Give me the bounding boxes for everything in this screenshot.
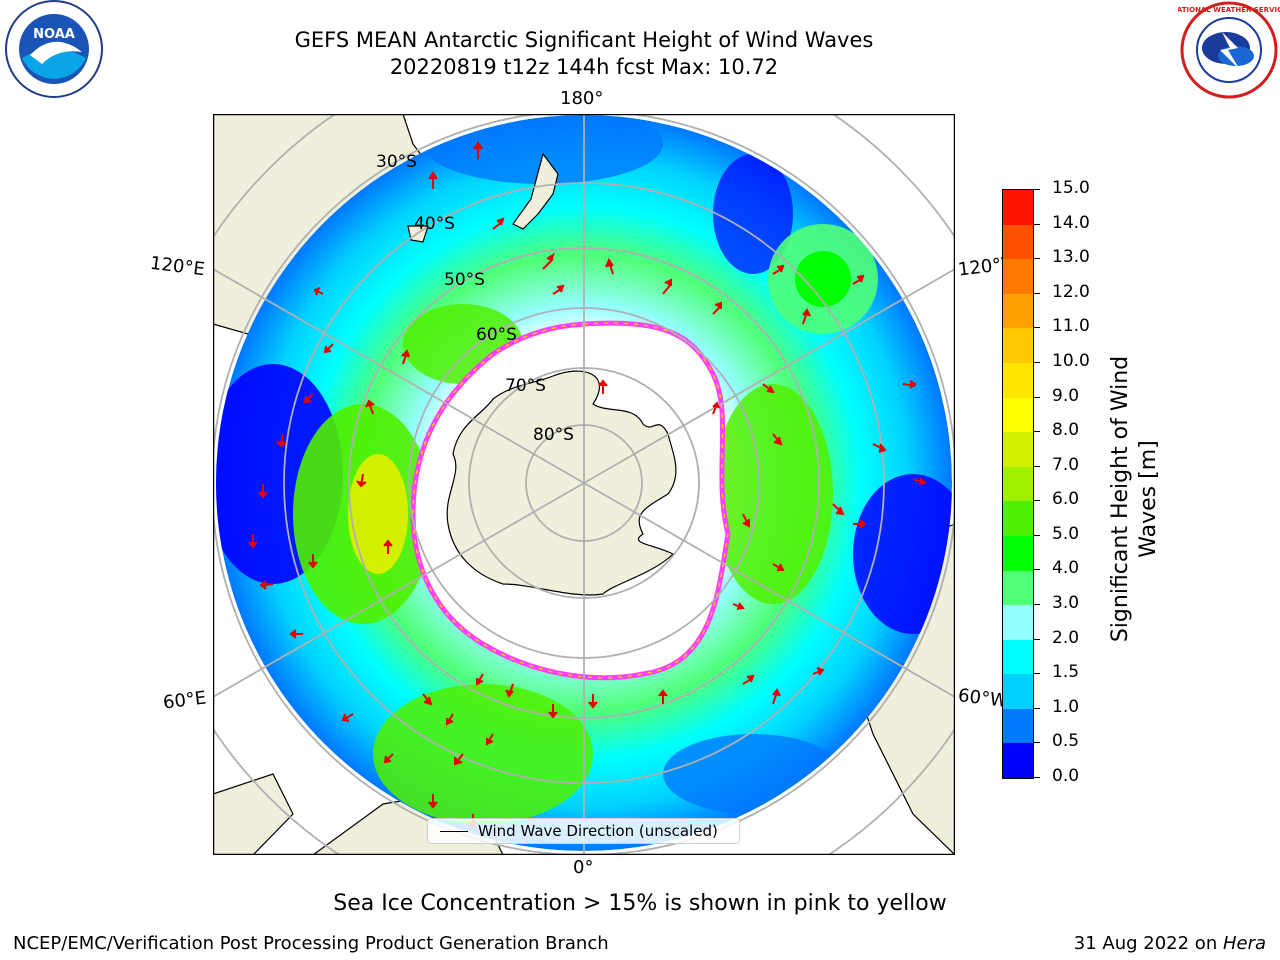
colorbar-tick-label: 12.0 [1052,281,1090,302]
colorbar-tick-label: 14.0 [1052,212,1090,233]
polar-map [213,114,955,855]
colorbar-segment [1003,363,1033,398]
lon-label-120e: 120°E [148,252,206,281]
legend-label: Wind Wave Direction (unscaled) [478,822,718,840]
colorbar-tick-mark [1034,189,1040,190]
colorbar-tick-label: 9.0 [1052,385,1080,406]
graticule [213,114,955,855]
colorbar-tick-label: 8.0 [1052,420,1080,441]
lat-label-30s: 30°S [376,152,417,172]
run-date: 31 Aug 2022 on Hera [1073,933,1266,954]
colorbar-tick-label: 5.0 [1052,523,1080,544]
colorbar-tick-label: 11.0 [1052,316,1090,337]
credit-text: NCEP/EMC/Verification Post Processing Pr… [13,933,609,954]
colorbar-tick-label: 0.5 [1052,731,1080,752]
lat-label-80s: 80°S [533,425,574,445]
colorbar-tick-mark [1034,707,1040,709]
colorbar-segment [1003,639,1033,675]
colorbar-tick-mark [1034,604,1040,606]
colorbar-tick-mark [1034,292,1040,294]
colorbar-segment [1003,708,1033,744]
colorbar-tick-label: 10.0 [1052,350,1090,371]
colorbar-tick-label: 4.0 [1052,558,1080,579]
colorbar-tick-mark [1034,534,1040,536]
colorbar-tick-mark [1034,327,1040,329]
nws-logo-text: NATIONAL WEATHER SERVICE [1178,6,1280,14]
lon-label-60w: 60°W [956,685,1009,712]
colorbar-segment [1003,328,1033,364]
colorbar-segment [1003,501,1033,536]
colorbar-segment [1003,570,1033,606]
colorbar-tick-label: 1.0 [1052,696,1080,717]
lat-label-40s: 40°S [414,214,455,234]
colorbar-ticks: 0.0 0.5 1.0 1.5 2.0 3.0 4.0 5.0 6.0 7.0 8.0 9.0 10.0… [1034,178,1104,786]
lat-label-60s: 60°S [476,325,517,345]
sea-ice-caption: Sea Ice Concentration > 15% is shown in … [333,891,947,916]
legend-line-sample [440,831,468,832]
lat-label-70s: 70°S [505,376,546,396]
colorbar-segment [1003,432,1033,467]
lon-label-0: 0° [573,857,594,878]
colorbar-title: Significant Height of Wind Waves [m] [1108,355,1161,643]
colorbar-segment [1003,743,1033,778]
colorbar-tick-label: 6.0 [1052,489,1080,510]
colorbar-segment [1003,259,1033,294]
colorbar-tick-label: 7.0 [1052,454,1080,475]
colorbar-tick-label: 3.0 [1052,593,1080,614]
colorbar-segment [1003,466,1033,502]
colorbar-title-wrap: Significant Height of Wind Waves [m] [925,356,1280,642]
colorbar-segment [1003,224,1033,260]
colorbar-tick-mark [1034,673,1040,675]
nws-logo: NATIONAL WEATHER SERVICE [1178,1,1280,99]
new-zealand-landmass [512,152,559,230]
colorbar-tick-mark [1034,361,1040,363]
madagascar-landmass [213,773,294,855]
lat-label-50s: 50°S [444,270,485,290]
chart-subtitle: 20220819 t12z 144h fcst Max: 10.72 [389,55,779,79]
colorbar-tick-mark [1034,465,1040,467]
lon-label-60e: 60°E [161,687,208,714]
colorbar-tick-mark [1034,638,1040,640]
map-legend: Wind Wave Direction (unscaled) [427,818,740,844]
colorbar-tick-label: 0.0 [1052,766,1080,786]
colorbar-segment [1003,674,1033,709]
colorbar-tick-label: 2.0 [1052,627,1080,648]
lon-label-180: 180° [560,88,604,109]
antarctica-landmass [446,370,677,596]
noaa-logo-text: NOAA [33,27,75,42]
colorbar-segment [1003,535,1033,571]
colorbar-tick-mark [1034,223,1040,225]
colorbar-tick-mark [1034,742,1040,744]
colorbar-tick-mark [1034,396,1040,398]
colorbar-tick-label: 15.0 [1052,178,1090,198]
colorbar-segment [1003,605,1033,640]
noaa-logo: NOAA [5,0,103,98]
colorbar-segment [1003,190,1033,225]
machine-name: Hera [1222,933,1266,954]
colorbar-tick-mark [1034,500,1040,502]
colorbar-tick-mark [1034,258,1040,260]
colorbar-tick-mark [1034,777,1040,778]
colorbar [1002,189,1034,779]
colorbar-tick-label: 1.5 [1052,662,1080,683]
colorbar-segment [1003,397,1033,433]
colorbar-tick-label: 13.0 [1052,247,1090,268]
colorbar-segment [1003,293,1033,329]
wind-direction-arrows [248,141,928,829]
colorbar-tick-mark [1034,431,1040,433]
colorbar-tick-mark [1034,569,1040,571]
chart-title: GEFS MEAN Antarctic Significant Height o… [294,28,874,52]
